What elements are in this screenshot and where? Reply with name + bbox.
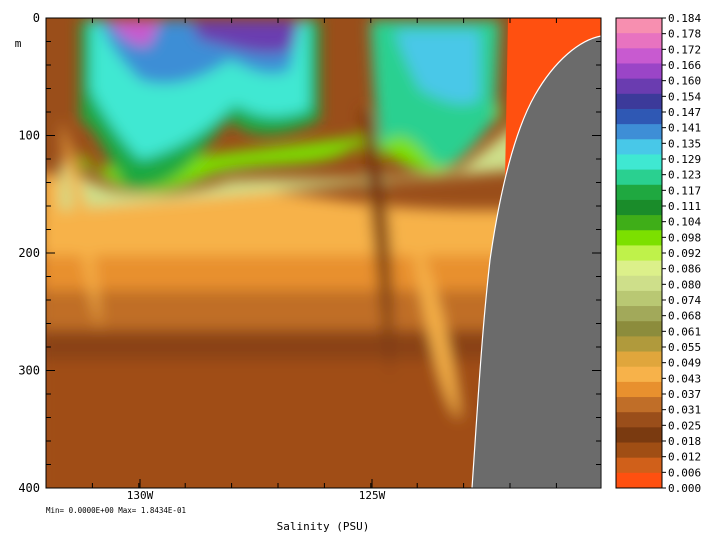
- colorbar-label: 0.166: [668, 59, 701, 72]
- colorbar-swatch: [616, 290, 662, 307]
- colorbar-swatch: [616, 412, 662, 428]
- colorbar-label: 0.055: [668, 341, 701, 354]
- colorbar-swatch: [616, 33, 662, 49]
- colorbar-label: 0.123: [668, 169, 701, 182]
- colorbar-label: 0.012: [668, 451, 701, 464]
- colorbar-swatch: [616, 18, 662, 34]
- colorbar-label: 0.141: [668, 122, 701, 135]
- colorbar-swatch: [616, 139, 662, 155]
- colorbar-swatch: [616, 306, 662, 322]
- colorbar-swatch: [616, 245, 662, 262]
- colorbar-label: 0.006: [668, 466, 701, 479]
- x-tick-label: 125W: [359, 489, 386, 502]
- colorbar-label: 0.172: [668, 43, 701, 56]
- colorbar-swatch: [616, 457, 662, 474]
- colorbar-label: 0.074: [668, 294, 701, 307]
- colorbar-swatch: [616, 397, 662, 413]
- colorbar-label: 0.068: [668, 310, 701, 323]
- colorbar-swatch: [616, 321, 662, 337]
- colorbar-label: 0.043: [668, 372, 701, 385]
- y-tick-label: 200: [18, 246, 40, 260]
- colorbar-swatch: [616, 199, 662, 216]
- colorbar-swatch: [616, 108, 662, 125]
- colorbar-label: 0.129: [668, 153, 701, 166]
- colorbar-label: 0.111: [668, 200, 701, 213]
- colorbar-label: 0.086: [668, 263, 701, 276]
- x-axis-label: Salinity (PSU): [277, 520, 370, 533]
- colorbar-swatch: [616, 381, 662, 398]
- colorbar-swatch: [616, 93, 662, 110]
- colorbar-swatch: [616, 351, 662, 368]
- colorbar-label: 0.154: [668, 90, 701, 103]
- colorbar-swatch: [616, 260, 662, 277]
- stats-text: Min= 0.0000E+00 Max= 1.8434E-01: [46, 506, 186, 515]
- colorbar-label: 0.147: [668, 106, 701, 119]
- colorbar-label: 0.092: [668, 247, 701, 260]
- colorbar: 0.184 0.178 0.172 0.166 0.160 0.154 0.147 0.141…: [615, 12, 701, 495]
- colorbar-swatch: [616, 48, 662, 64]
- colorbar-label: 0.098: [668, 231, 701, 244]
- colorbar-label: 0.018: [668, 435, 701, 448]
- colorbar-label: 0.178: [668, 28, 701, 41]
- y-tick-label: 300: [18, 364, 40, 378]
- colorbar-swatch: [616, 169, 662, 186]
- colorbar-swatch: [616, 215, 662, 231]
- x-tick-label: 130W: [127, 489, 154, 502]
- colorbar-label: 0.080: [668, 278, 701, 291]
- colorbar-label: 0.049: [668, 357, 701, 370]
- colorbar-swatch: [616, 230, 662, 246]
- colorbar-swatch: [616, 275, 662, 292]
- colorbar-swatch: [616, 472, 662, 489]
- colorbar-swatch: [616, 124, 662, 140]
- colorbar-swatch: [616, 336, 662, 353]
- colorbar-swatch: [616, 427, 662, 444]
- colorbar-swatch: [616, 63, 662, 80]
- colorbar-swatch: [616, 184, 662, 201]
- plot-area: [46, 18, 601, 488]
- y-tick-label: 0: [33, 11, 40, 25]
- y-tick-label: 100: [18, 129, 40, 143]
- colorbar-label: 0.061: [668, 325, 701, 338]
- colorbar-swatch: [616, 442, 662, 459]
- surface-patch: [505, 18, 601, 180]
- colorbar-label: 0.117: [668, 184, 701, 197]
- y-axis-label: m: [15, 37, 22, 50]
- y-axis: 0 100 200 300 400: [18, 11, 601, 495]
- colorbar-label: 0.025: [668, 419, 701, 432]
- colorbar-label: 0.031: [668, 404, 701, 417]
- x-axis: 130W 125W: [45, 18, 557, 502]
- colorbar-label: 0.104: [668, 216, 701, 229]
- colorbar-label: 0.135: [668, 137, 701, 150]
- colorbar-label: 0.037: [668, 388, 701, 401]
- colorbar-swatch: [616, 78, 662, 95]
- colorbar-label: 0.184: [668, 12, 701, 25]
- colorbar-swatch: [616, 366, 662, 383]
- colorbar-label: 0.160: [668, 75, 701, 88]
- colorbar-label: 0.000: [668, 482, 701, 495]
- colorbar-swatch: [616, 154, 662, 171]
- y-tick-label: 400: [18, 481, 40, 495]
- land-mask: [471, 35, 601, 488]
